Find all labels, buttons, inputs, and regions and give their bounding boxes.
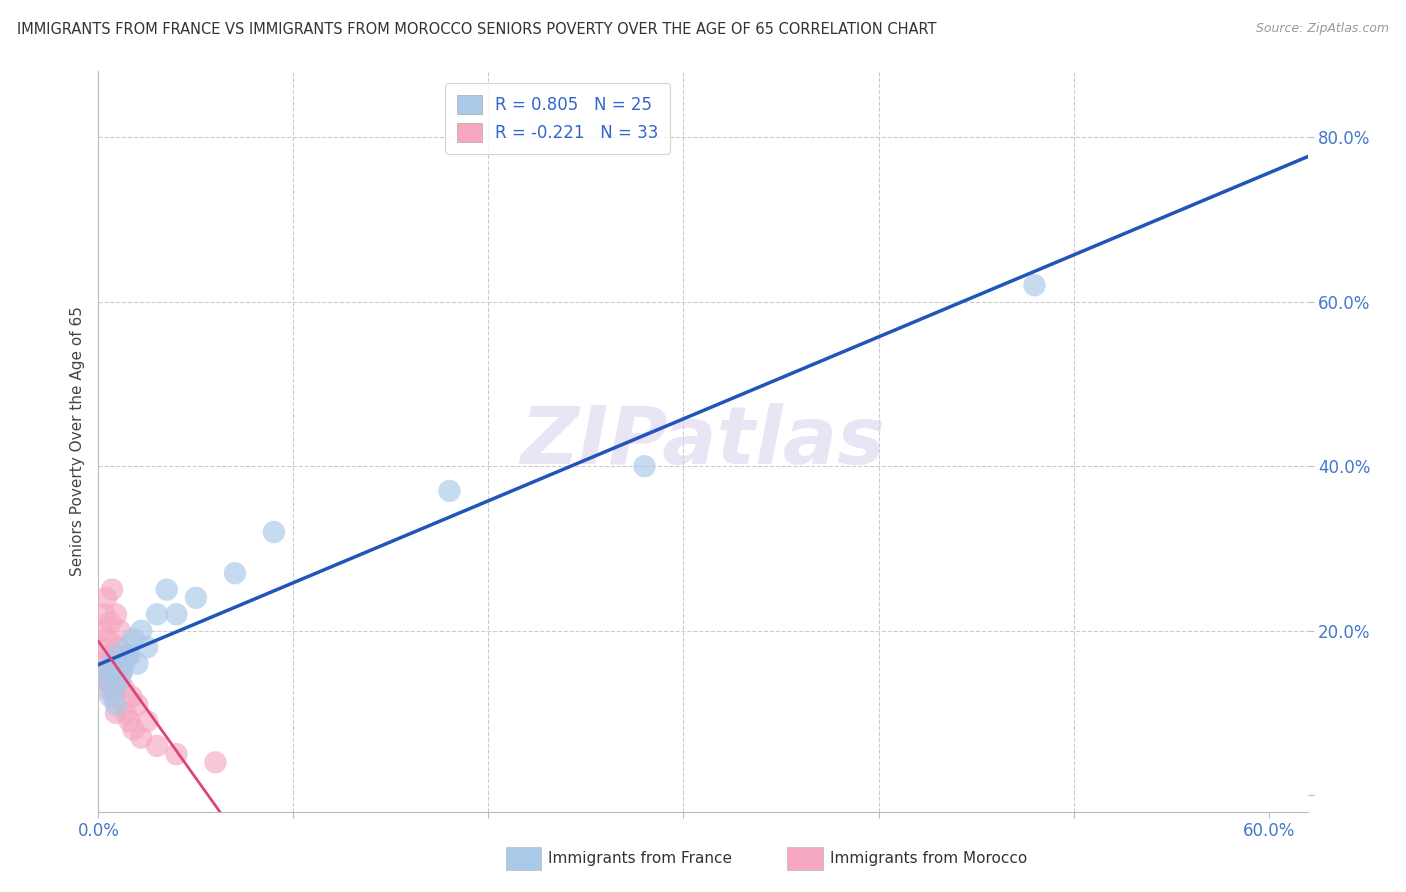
Point — [93, 607, 115, 622]
Point — [93, 640, 115, 655]
Point — [91, 624, 114, 638]
Point — [97, 632, 120, 646]
Point — [165, 607, 187, 622]
Point — [112, 681, 135, 696]
Point — [96, 591, 118, 605]
Point — [633, 459, 655, 474]
Point — [108, 673, 131, 687]
Point — [127, 698, 149, 712]
Point — [121, 690, 143, 704]
Text: Source: ZipAtlas.com: Source: ZipAtlas.com — [1256, 22, 1389, 36]
Point — [111, 665, 134, 679]
Point — [118, 714, 141, 729]
Point — [263, 524, 285, 539]
Point — [107, 648, 129, 663]
Point — [104, 698, 127, 712]
Point — [97, 681, 120, 696]
Point — [146, 607, 169, 622]
Legend: R = 0.805   N = 25, R = -0.221   N = 33: R = 0.805 N = 25, R = -0.221 N = 33 — [446, 83, 671, 153]
Point — [89, 665, 111, 679]
Point — [107, 673, 129, 687]
Point — [103, 690, 125, 704]
Point — [98, 648, 121, 663]
Point — [136, 714, 159, 729]
Point — [165, 747, 187, 761]
Point — [104, 706, 127, 720]
Text: ZIPatlas: ZIPatlas — [520, 402, 886, 481]
Text: Immigrants from Morocco: Immigrants from Morocco — [830, 852, 1026, 866]
Point — [1024, 278, 1046, 293]
Point — [122, 723, 145, 737]
Point — [146, 739, 169, 753]
Point — [101, 582, 124, 597]
Point — [184, 591, 207, 605]
Point — [122, 632, 145, 646]
Point — [111, 665, 134, 679]
Text: IMMIGRANTS FROM FRANCE VS IMMIGRANTS FROM MOROCCO SENIORS POVERTY OVER THE AGE O: IMMIGRANTS FROM FRANCE VS IMMIGRANTS FRO… — [17, 22, 936, 37]
Point — [107, 640, 129, 655]
Point — [204, 756, 226, 770]
Point — [114, 706, 136, 720]
Point — [131, 624, 153, 638]
Point — [131, 731, 153, 745]
Point — [98, 690, 121, 704]
Point — [156, 582, 179, 597]
Point — [136, 640, 159, 655]
Point — [93, 673, 115, 687]
Point — [118, 648, 141, 663]
Text: Immigrants from France: Immigrants from France — [548, 852, 733, 866]
Point — [108, 624, 131, 638]
Point — [103, 681, 125, 696]
Point — [96, 673, 118, 687]
Point — [101, 657, 124, 671]
Y-axis label: Seniors Poverty Over the Age of 65: Seniors Poverty Over the Age of 65 — [69, 307, 84, 576]
Point — [97, 665, 120, 679]
Point — [104, 607, 127, 622]
Point — [91, 657, 114, 671]
Point — [224, 566, 246, 581]
Point — [117, 640, 139, 655]
Point — [98, 615, 121, 630]
Point — [103, 657, 125, 671]
Point — [117, 648, 139, 663]
Point — [127, 657, 149, 671]
Point — [439, 483, 461, 498]
Point — [112, 657, 135, 671]
Point — [101, 665, 124, 679]
